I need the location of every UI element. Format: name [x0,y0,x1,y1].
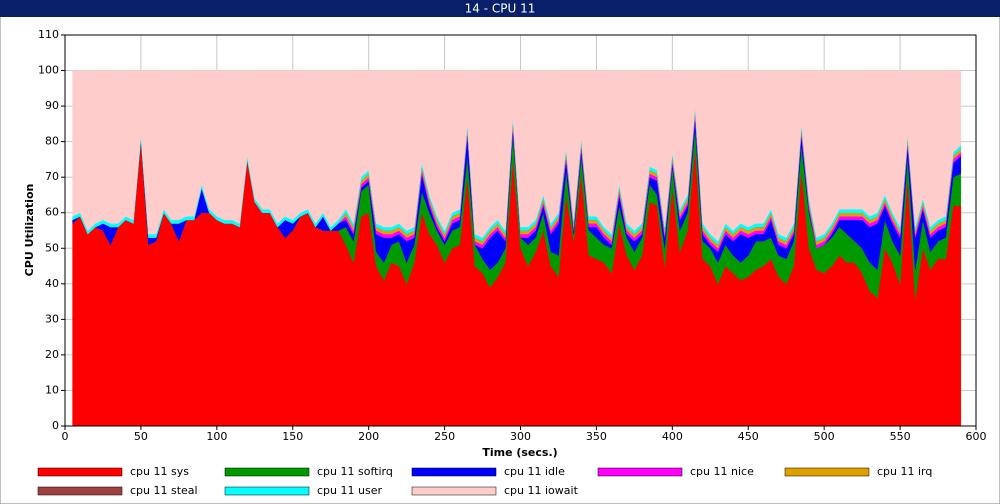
legend-label: cpu 11 softirq [317,465,393,478]
legend-label: cpu 11 idle [504,465,565,478]
legend-label: cpu 11 steal [130,484,198,497]
legend-label: cpu 11 user [317,484,382,497]
x-tick-label: 200 [358,430,379,443]
legend-swatch [37,486,123,496]
area [72,70,962,242]
y-tick-label: 80 [45,135,59,148]
legend-label: cpu 11 iowait [504,484,579,497]
legend-label: cpu 11 nice [690,465,754,478]
x-tick-label: 50 [134,430,148,443]
y-tick-label: 70 [45,170,59,183]
y-tick-label: 0 [52,419,59,432]
legend-swatch [597,467,683,477]
x-tick-label: 450 [738,430,759,443]
y-tick-label: 10 [45,383,59,396]
x-tick-label: 350 [586,430,607,443]
x-tick-label: 500 [814,430,835,443]
y-tick-label: 30 [45,312,59,325]
legend-swatch [784,467,870,477]
x-tick-label: 0 [62,430,69,443]
x-tick-label: 100 [206,430,227,443]
x-tick-label: 250 [434,430,455,443]
y-tick-label: 100 [38,64,59,77]
chart-title: 14 - CPU 11 [465,2,536,16]
x-axis-label: Time (secs.) [482,446,557,459]
y-tick-label: 20 [45,348,59,361]
y-axis-label: CPU Utilization [23,184,36,277]
x-tick-label: 300 [510,430,531,443]
legend-label: cpu 11 sys [130,465,189,478]
x-tick-label: 150 [282,430,303,443]
legend-swatch [37,467,123,477]
legend-swatch [411,486,497,496]
x-tick-label: 550 [890,430,911,443]
legend-label: cpu 11 irq [877,465,932,478]
title-bar [0,0,1000,17]
x-tick-label: 600 [966,430,987,443]
legend-swatch [224,467,310,477]
y-tick-label: 50 [45,241,59,254]
y-tick-label: 60 [45,206,59,219]
y-tick-label: 110 [38,28,59,41]
y-tick-label: 90 [45,99,59,112]
y-tick-label: 40 [45,277,59,290]
x-tick-label: 400 [662,430,683,443]
legend-swatch [411,467,497,477]
plot-border [64,34,977,427]
legend-swatch [224,486,310,496]
